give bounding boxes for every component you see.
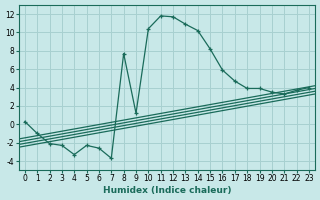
X-axis label: Humidex (Indice chaleur): Humidex (Indice chaleur): [103, 186, 231, 195]
